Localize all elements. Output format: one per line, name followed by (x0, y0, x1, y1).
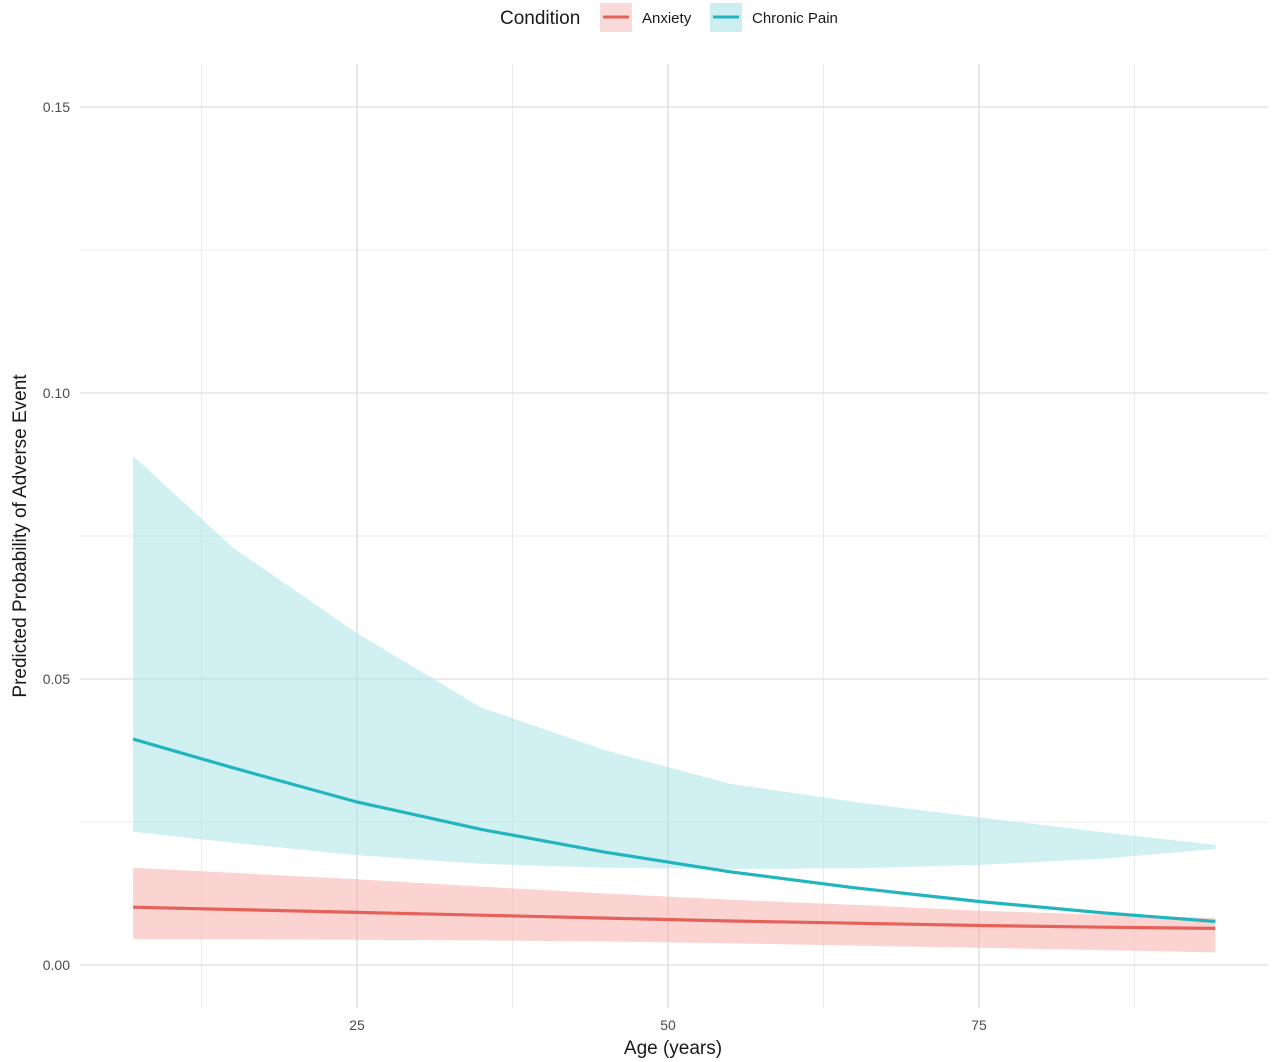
series-lines (132, 737, 1216, 930)
y-tick-label-0.15: 0.15 (43, 99, 70, 115)
confidence-band-chronic-pain (133, 455, 1216, 869)
x-tick-label-25: 25 (349, 1017, 365, 1033)
x-axis-ticks: 25 50 75 (349, 1017, 987, 1033)
y-tick-label-0.00: 0.00 (43, 957, 70, 973)
x-axis-title: Age (years) (624, 1038, 722, 1059)
x-tick-label-75: 75 (971, 1017, 987, 1033)
series-line-chronic-pain (132, 737, 1216, 924)
y-axis-ticks: 0.00 0.05 0.10 0.15 (43, 99, 70, 973)
legend-title: Condition (500, 8, 580, 29)
legend: Condition Anxiety Chronic Pain (500, 3, 838, 32)
series-line-anxiety (133, 905, 1216, 930)
legend-item-anxiety: Anxiety (600, 3, 692, 32)
legend-item-chronic-pain: Chronic Pain (710, 3, 838, 32)
legend-label-chronic-pain: Chronic Pain (752, 10, 838, 27)
y-tick-label-0.10: 0.10 (43, 385, 70, 401)
y-tick-label-0.05: 0.05 (43, 671, 70, 687)
y-axis-title: Predicted Probability of Adverse Event (10, 374, 31, 698)
confidence-bands (133, 455, 1216, 953)
legend-label-anxiety: Anxiety (642, 10, 692, 27)
confidence-band-anxiety (133, 867, 1216, 953)
x-tick-label-50: 50 (660, 1017, 676, 1033)
